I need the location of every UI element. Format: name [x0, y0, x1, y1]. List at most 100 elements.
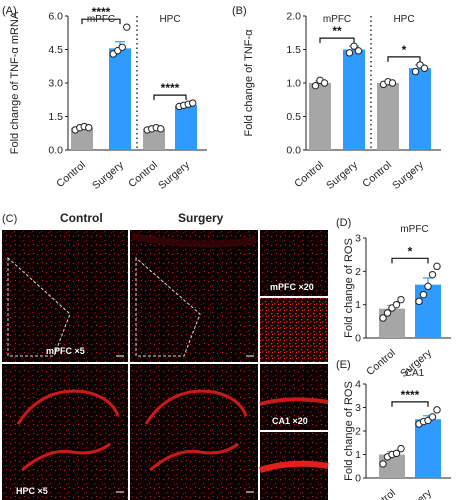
bar	[109, 48, 131, 151]
ca1-layer-surgery	[259, 460, 329, 473]
bar	[377, 83, 399, 150]
x-tick-label: Surgery	[156, 159, 192, 192]
y-tick-label: 3	[355, 402, 361, 414]
data-point	[85, 123, 93, 132]
image-mpfc-x20-control	[260, 230, 328, 296]
bar	[409, 68, 431, 150]
x-tick-label: Control	[292, 159, 326, 190]
label-hpc-x5: HPC ×5	[16, 486, 48, 496]
significance-marker: ****	[401, 388, 420, 402]
y-tick-label: 1.5	[286, 44, 301, 56]
y-tick-label: 2	[355, 426, 361, 438]
data-point	[123, 23, 131, 31]
data-point	[420, 64, 429, 72]
micrograph-panel: Control Surgery mPFC ×5 mPFC ×20 HPC ×5 …	[2, 211, 329, 500]
y-tick-label: 4.5	[48, 44, 63, 56]
data-point	[383, 309, 392, 317]
panel-label-b: (B)	[232, 5, 247, 17]
x-tick-label: Surgery	[324, 159, 360, 192]
bar	[379, 308, 405, 338]
cortex-surface-band	[131, 232, 257, 248]
data-point	[433, 406, 441, 414]
significance-bracket	[319, 37, 355, 44]
significance-bracket	[391, 257, 429, 264]
y-tick-label: 1	[355, 299, 361, 311]
y-tick-label: 0	[355, 333, 361, 345]
roi-outline-surgery	[135, 256, 201, 357]
region-label: mPFC	[323, 14, 351, 25]
chart-title: mPFC	[400, 224, 428, 235]
hippocampus-layer-control	[16, 389, 120, 472]
label-ca1-x20: CA1 ×20	[272, 416, 308, 426]
x-tick-label: Surgery	[398, 487, 434, 500]
data-point	[118, 43, 126, 51]
data-point	[415, 297, 423, 306]
significance-bracket	[153, 94, 187, 101]
y-axis-label: Fold change of TNF-α mRNA	[9, 11, 21, 154]
significance-marker: ****	[161, 81, 180, 95]
panel-label-c: (C)	[2, 213, 17, 225]
y-tick-label: 1.5	[48, 111, 63, 123]
bar	[309, 83, 331, 150]
significance-bracket	[81, 18, 121, 25]
y-tick-label: 3	[355, 233, 361, 245]
y-tick-label: 3.0	[48, 78, 63, 90]
region-label: mPFC	[87, 14, 115, 25]
data-point	[428, 413, 437, 421]
data-point	[379, 314, 387, 322]
data-point	[419, 290, 428, 299]
x-tick-label: Control	[54, 159, 88, 190]
hippocampus-layer-surgery	[144, 389, 248, 472]
y-tick-label: 2	[355, 266, 361, 278]
data-point	[392, 300, 401, 309]
x-tick-label: Surgery	[90, 159, 126, 192]
y-tick-label: 0.5	[286, 111, 301, 123]
data-point	[345, 49, 354, 57]
x-tick-label: Control	[360, 159, 394, 190]
data-point	[428, 270, 437, 279]
data-point	[397, 444, 405, 453]
y-axis-label: Fold change of TNF-α	[243, 29, 255, 137]
image-ca1-x20-control	[260, 364, 328, 430]
y-tick-label: 0.0	[48, 145, 63, 157]
ca1-layer-control	[259, 397, 329, 406]
data-point	[379, 460, 387, 468]
image-hpc-control	[2, 364, 128, 500]
region-label: HPC	[159, 14, 180, 25]
y-tick-label: 0.0	[286, 145, 301, 157]
data-point	[157, 125, 165, 133]
chart-a: 0.0 1.5 3.0 4.5 6.0 Fold change of TNF-α mRNA…	[9, 5, 207, 192]
y-tick-label: 4	[355, 379, 361, 391]
data-point	[411, 67, 420, 76]
image-mpfc-control	[2, 230, 128, 362]
y-axis-label: Fold change of ROS	[343, 381, 355, 481]
bar	[143, 128, 165, 150]
y-tick-label: 0	[355, 473, 361, 485]
data-point	[311, 81, 320, 90]
x-tick-label: Control	[364, 347, 398, 378]
label-mpfc-x20: mPFC ×20	[270, 282, 314, 292]
region-label: HPC	[393, 14, 414, 25]
chart-title: CA1	[405, 368, 425, 379]
roi-outline-control	[7, 256, 71, 357]
bar	[175, 105, 197, 150]
data-point	[433, 262, 441, 271]
significance-marker: ****	[92, 5, 111, 19]
label-mpfc-x5: mPFC ×5	[46, 346, 85, 356]
y-axis-label: Fold change of ROS	[343, 238, 355, 338]
bar	[379, 454, 405, 478]
significance-bracket	[387, 56, 421, 62]
significance-bracket	[391, 401, 429, 407]
image-mpfc-surgery	[130, 230, 258, 362]
significance-marker: *	[402, 43, 407, 57]
data-point	[354, 47, 363, 55]
panel-label-a: (A)	[2, 5, 17, 17]
x-tick-label: Control	[126, 159, 160, 190]
image-mpfc-x20-surgery	[260, 298, 328, 362]
bar	[343, 49, 365, 150]
x-tick-label: Surgery	[390, 159, 426, 192]
data-point	[397, 295, 405, 304]
